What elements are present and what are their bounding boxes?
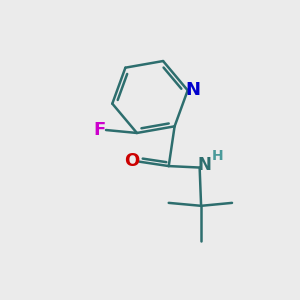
Text: F: F [93, 121, 106, 139]
Text: O: O [124, 152, 140, 170]
Text: H: H [212, 149, 224, 164]
Text: N: N [197, 156, 211, 174]
Text: N: N [185, 81, 200, 99]
